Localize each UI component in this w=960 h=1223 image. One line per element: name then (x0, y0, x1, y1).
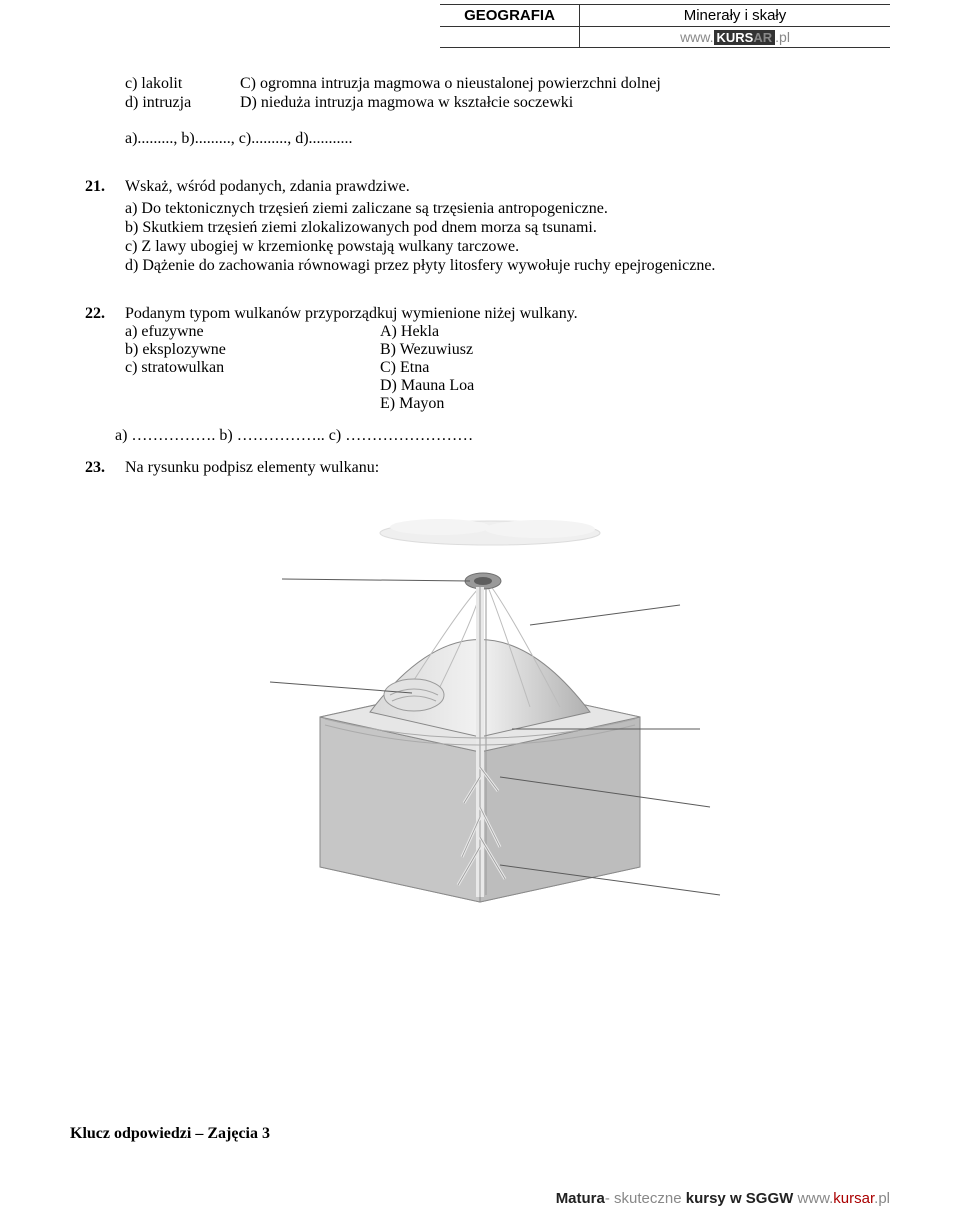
q22-right-col: A) Hekla B) Wezuwiusz C) Etna D) Mauna L… (380, 323, 890, 413)
footer-www: www. (793, 1190, 833, 1207)
header-row-1: GEOGRAFIA Minerały i skały (440, 4, 890, 27)
page-content: c) lakolit C) ogromna intruzja magmowa o… (70, 0, 890, 907)
q22-left-col: a) efuzywne b) eksplozywne c) stratowulk… (125, 323, 380, 413)
q21-text: Wskaż, wśród podanych, zdania prawdziwe. (125, 178, 890, 196)
footer-pl: .pl (874, 1190, 890, 1207)
page-footer: Matura- skuteczne kursy w SGGW www.kursa… (556, 1190, 890, 1207)
volcano-figure (200, 507, 760, 907)
header-subject: GEOGRAFIA (440, 5, 580, 26)
question-23: 23. Na rysunku podpisz elementy wulkanu: (70, 459, 890, 477)
q22-text: Podanym typom wulkanów przyporządkuj wym… (125, 305, 890, 323)
q22-right-e: E) Mayon (380, 395, 890, 413)
crater-inner (474, 577, 492, 585)
intro-item-d: d) intruzja D) nieduża intruzja magmowa … (125, 94, 890, 112)
q22-columns: a) efuzywne b) eksplozywne c) stratowulk… (125, 323, 890, 413)
intro-d-label: d) intruzja (125, 94, 240, 112)
volcano-svg (200, 507, 760, 907)
intro-list: c) lakolit C) ogromna intruzja magmowa o… (125, 75, 890, 112)
q22-answers: a) ……………. b) …………….. c) …………………… (115, 427, 890, 445)
q22-right-b: B) Wezuwiusz (380, 341, 890, 359)
page-header: GEOGRAFIA Minerały i skały www.KURSAR.pl (440, 4, 890, 48)
footer-kursy: kursy w SGGW (686, 1190, 794, 1207)
q21-options: a) Do tektonicznych trzęsień ziemi zalic… (125, 200, 890, 275)
footer-kursar: kursar (833, 1190, 874, 1207)
q23-text: Na rysunku podpisz elementy wulkanu: (125, 459, 890, 477)
kursar-logo: KURSAR (714, 30, 776, 45)
q22-right-d: D) Mauna Loa (380, 377, 890, 395)
intro-item-c: c) lakolit C) ogromna intruzja magmowa o… (125, 75, 890, 93)
answer-key-heading: Klucz odpowiedzi – Zajęcia 3 (70, 1125, 270, 1143)
footer-matura: Matura (556, 1190, 605, 1207)
www-text: www. (680, 29, 713, 45)
q21-a: a) Do tektonicznych trzęsień ziemi zalic… (125, 200, 890, 218)
q21-c: c) Z lawy ubogiej w krzemionkę powstają … (125, 238, 890, 256)
q21-d: d) Dążenie do zachowania równowagi przez… (125, 257, 890, 275)
q22-left-a: a) efuzywne (125, 323, 380, 341)
pl-suffix: .pl (775, 29, 790, 45)
header-row-2: www.KURSAR.pl (440, 27, 890, 48)
q21-b: b) Skutkiem trzęsień ziemi zlokalizowany… (125, 219, 890, 237)
q22-number: 22. (70, 305, 125, 323)
q23-number: 23. (70, 459, 125, 477)
intro-d-def: D) nieduża intruzja magmowa w kształcie … (240, 94, 890, 112)
footer-skuteczne: - skuteczne (605, 1190, 686, 1207)
smoke-icon (380, 519, 600, 545)
q22-left-b: b) eksplozywne (125, 341, 380, 359)
header-logo-area: www.KURSAR.pl (580, 27, 890, 47)
q22-right-c: C) Etna (380, 359, 890, 377)
intro-c-label: c) lakolit (125, 75, 240, 93)
magma-pocket (384, 679, 444, 711)
q21-number: 21. (70, 178, 125, 196)
question-22: 22. Podanym typom wulkanów przyporządkuj… (70, 305, 890, 323)
intro-answers: a)........., b)........., c)........., d… (125, 130, 890, 148)
q22-right-a: A) Hekla (380, 323, 890, 341)
header-topic: Minerały i skały (580, 5, 890, 26)
intro-c-def: C) ogromna intruzja magmowa o nieustalon… (240, 75, 890, 93)
q22-left-c: c) stratowulkan (125, 359, 380, 377)
question-21: 21. Wskaż, wśród podanych, zdania prawdz… (70, 178, 890, 196)
header-spacer (440, 27, 580, 47)
